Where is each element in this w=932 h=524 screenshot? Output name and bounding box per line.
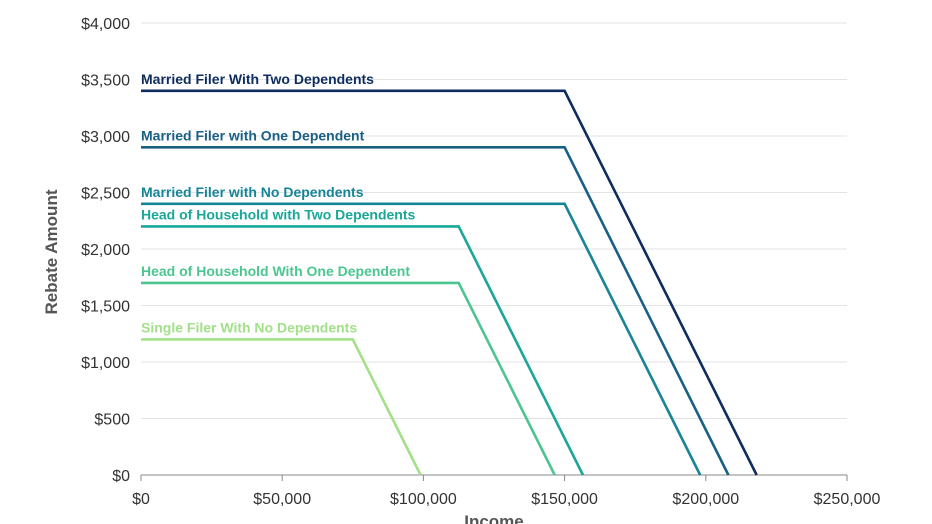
y-tick-label: $3,500 — [81, 73, 130, 90]
series-label: Single Filer With No Dependents — [141, 319, 357, 335]
x-axis-title: Income — [464, 512, 524, 524]
series-label: Married Filer with No Dependents — [141, 184, 364, 200]
y-tick-label: $0 — [112, 468, 130, 485]
series-label: Married Filer with One Dependent — [141, 127, 365, 143]
series-label: Married Filer With Two Dependents — [141, 71, 374, 87]
series-line — [141, 202, 702, 476]
x-tick-label: $0 — [132, 491, 150, 508]
y-tick-label: $2,000 — [81, 242, 130, 259]
y-tick-label: $3,000 — [81, 129, 130, 146]
y-tick-label: $500 — [94, 412, 130, 429]
x-tick-label: $200,000 — [672, 491, 739, 508]
y-axis-title: Rebate Amount — [42, 189, 61, 314]
series-line — [141, 225, 585, 476]
series-label: Head of Household with Two Dependents — [141, 206, 416, 222]
y-tick-label: $1,500 — [81, 299, 130, 316]
y-axis-ticks: $0 $500 $1,000 $1,500 $2,000 $2,500 $3,000 $3,5… — [81, 16, 130, 485]
series-line — [141, 89, 758, 476]
y-tick-label: $4,000 — [81, 16, 130, 33]
y-tick-label: $2,500 — [81, 186, 130, 203]
x-tick-label: $150,000 — [531, 491, 598, 508]
gridlines — [141, 22, 847, 419]
series-line — [141, 338, 422, 476]
series-line — [141, 281, 556, 476]
x-axis-ticks: $0 $50,000 $100,000 $150,000 $200,000 $250,00… — [132, 475, 880, 508]
x-tick-label: $250,000 — [814, 491, 881, 508]
series-line — [141, 146, 730, 476]
series-lines — [141, 89, 758, 476]
x-tick-label: $50,000 — [253, 491, 311, 508]
series-label: Head of Household With One Dependent — [141, 263, 410, 279]
series-labels: Single Filer With No Dependents Head of H… — [141, 71, 416, 336]
x-tick-label: $100,000 — [390, 491, 457, 508]
y-tick-label: $1,000 — [81, 355, 130, 372]
